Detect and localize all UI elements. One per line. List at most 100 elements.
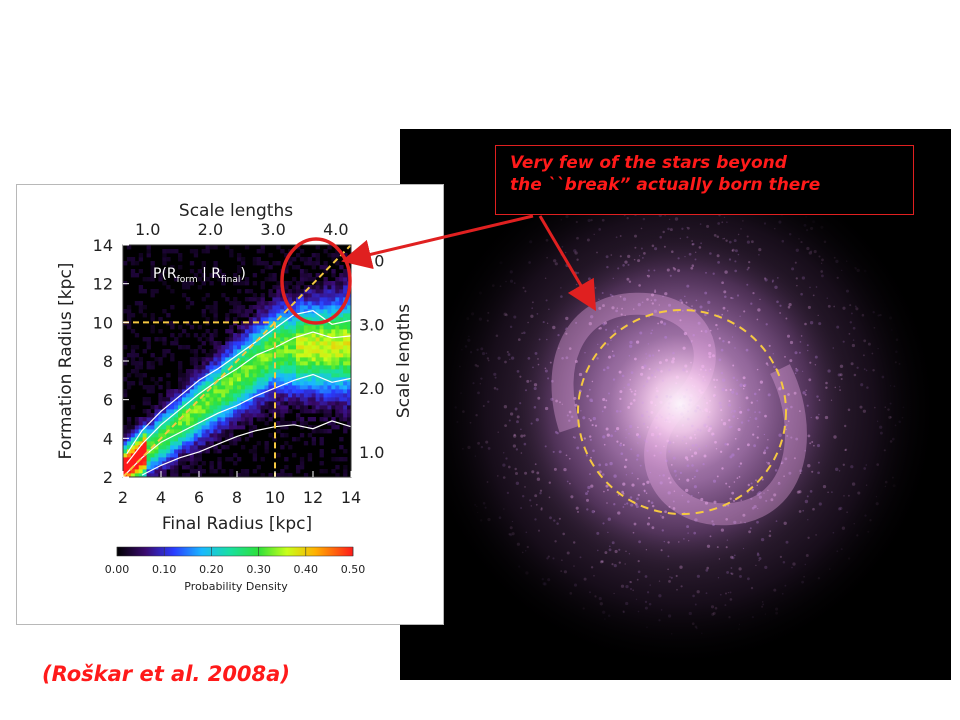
heatmap-cell xyxy=(193,361,199,366)
heatmap-cell xyxy=(150,421,155,426)
heatmap-cell xyxy=(237,473,242,477)
heatmap-cell xyxy=(130,273,136,278)
heatmap-cell xyxy=(260,381,265,386)
heatmap-cell xyxy=(339,417,344,422)
heatmap-cell xyxy=(280,305,285,310)
heatmap-cell xyxy=(166,401,171,406)
heatmap-cell xyxy=(303,441,309,446)
heatmap-cell xyxy=(319,393,324,398)
heatmap-cell xyxy=(303,345,309,350)
heatmap-cell xyxy=(315,349,320,354)
heatmap-cell xyxy=(189,469,195,474)
heatmap-cell xyxy=(146,449,151,454)
heatmap-cell xyxy=(213,329,218,334)
heatmap-cell xyxy=(311,361,317,366)
heatmap-cell xyxy=(288,377,293,382)
heatmap-cell xyxy=(319,325,324,330)
heatmap-cell xyxy=(260,269,265,274)
y-tick-label: 14 xyxy=(93,236,113,255)
heatmap-cell xyxy=(248,377,254,382)
heatmap-cell xyxy=(237,373,242,378)
heatmap-cell xyxy=(134,457,140,462)
heatmap-cell xyxy=(229,341,234,346)
heatmap-cell xyxy=(295,437,301,442)
heatmap-cell xyxy=(170,429,175,434)
heatmap-cell xyxy=(244,277,250,282)
heatmap-cell xyxy=(209,341,214,346)
heatmap-cell xyxy=(288,373,293,378)
heatmap-cell xyxy=(264,401,269,406)
heatmap-cell xyxy=(225,329,230,334)
heatmap-cell xyxy=(252,445,258,450)
heatmap-cell xyxy=(201,441,206,446)
heatmap-cell xyxy=(237,257,242,262)
heatmap-cell xyxy=(146,385,151,390)
heatmap-cell xyxy=(166,285,171,290)
heatmap-cell xyxy=(244,341,250,346)
heatmap-cell xyxy=(280,289,285,294)
heatmap-cell xyxy=(142,433,147,438)
heatmap-cell xyxy=(197,401,203,406)
heatmap-cell xyxy=(292,293,297,298)
heatmap-cell xyxy=(150,441,155,446)
heatmap-cell xyxy=(335,353,340,358)
heatmap-cell xyxy=(174,389,179,394)
heatmap-cell xyxy=(229,441,234,446)
heatmap-cell xyxy=(268,405,273,410)
heatmap-cell xyxy=(323,385,328,390)
heatmap-cell xyxy=(295,285,301,290)
heatmap-cell xyxy=(244,397,250,402)
heatmap-cell xyxy=(166,385,171,390)
heatmap-cell xyxy=(237,369,242,374)
heatmap-cell xyxy=(181,441,187,446)
heatmap-cell xyxy=(335,301,340,306)
heatmap-cell xyxy=(181,457,187,462)
heatmap-cell xyxy=(123,389,128,394)
heatmap-cell xyxy=(327,289,332,294)
heatmap-cell xyxy=(130,425,136,430)
heatmap-cell xyxy=(146,337,151,342)
heatmap-cell xyxy=(197,441,203,446)
y-tick-label: 12 xyxy=(93,275,113,294)
heatmap-cell xyxy=(126,465,132,470)
heatmap-cell xyxy=(276,293,281,298)
heatmap-cell xyxy=(217,413,222,418)
heatmap-cell xyxy=(280,333,285,338)
heatmap-cell xyxy=(292,401,297,406)
heatmap-cell xyxy=(134,433,140,438)
heatmap-cell xyxy=(181,433,187,438)
heatmap-cell xyxy=(311,393,317,398)
heatmap-cell xyxy=(347,401,351,406)
heatmap-cell xyxy=(205,365,210,370)
heatmap-cell xyxy=(327,293,332,298)
y-axis-label: Formation Radius [kpc] xyxy=(56,263,76,460)
heatmap-cell xyxy=(260,325,265,330)
heatmap-cell xyxy=(240,261,246,266)
heatmap-cell xyxy=(185,333,191,338)
heatmap-cell xyxy=(272,409,277,414)
heatmap-cell xyxy=(307,301,313,306)
heatmap-cell xyxy=(299,277,305,282)
heatmap-cell xyxy=(134,465,140,470)
heatmap-cell xyxy=(252,333,258,338)
heatmap-cell xyxy=(213,421,218,426)
heatmap-cell xyxy=(240,381,246,386)
heatmap-cell xyxy=(158,421,163,426)
heatmap-cell xyxy=(126,257,132,262)
heatmap-cell xyxy=(126,313,132,318)
heatmap-cell xyxy=(209,397,214,402)
heatmap-cell xyxy=(299,393,305,398)
heatmap-cell xyxy=(229,349,234,354)
heatmap-cell xyxy=(213,437,218,442)
heatmap-cell xyxy=(276,325,281,330)
heatmap-cell xyxy=(205,417,210,422)
heatmap-cell xyxy=(272,397,277,402)
heatmap-cell xyxy=(130,461,136,466)
heatmap-cell xyxy=(323,413,328,418)
heatmap-cell xyxy=(280,469,285,474)
heatmap-cell xyxy=(276,365,281,370)
heatmap-cell xyxy=(150,469,155,474)
heatmap-cell xyxy=(315,333,320,338)
heatmap-cell xyxy=(347,381,351,386)
